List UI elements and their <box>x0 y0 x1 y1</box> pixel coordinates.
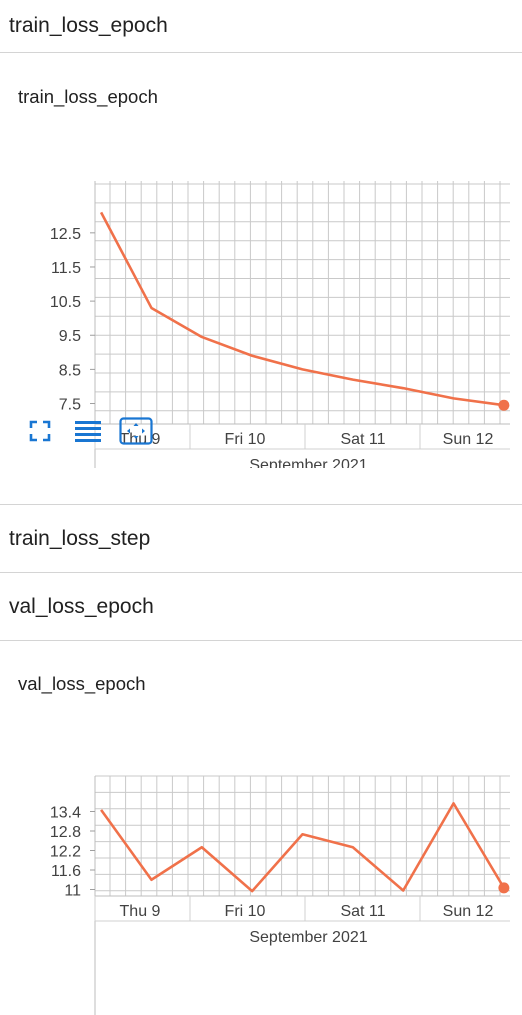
x-axis-label: September 2021 <box>249 457 367 468</box>
y-tick-label: 12.5 <box>50 226 81 243</box>
x-tick-label: Sat 11 <box>340 431 385 448</box>
y-tick-label: 11 <box>64 883 81 900</box>
x-tick-label: Sun 12 <box>443 903 494 920</box>
x-tick-label: Thu 9 <box>120 903 161 920</box>
toggle-log-scale-button[interactable] <box>71 417 105 445</box>
y-tick-label: 13.4 <box>50 805 81 822</box>
section-header-train-loss-step[interactable]: train_loss_step <box>0 505 522 572</box>
toggle-log-scale-icon <box>74 420 102 442</box>
val-loss-epoch-chart[interactable]: 13.4 12.8 12.2 11.6 11 Thu 9 Fri 10 Sat 11 Sun 1… <box>0 710 522 1015</box>
chart-toolbar <box>0 417 167 445</box>
fit-domain-icon <box>119 417 153 445</box>
fit-domain-button[interactable] <box>119 417 153 445</box>
x-tick-label: Fri 10 <box>225 431 266 448</box>
series-line <box>101 212 504 405</box>
chart-title: val_loss_epoch <box>0 673 146 695</box>
grid <box>95 181 510 424</box>
series-line <box>101 803 504 891</box>
y-tick-label: 10.5 <box>50 294 81 311</box>
fullscreen-button[interactable] <box>23 417 57 445</box>
y-tick-label: 12.2 <box>50 844 81 861</box>
y-tick-label: 12.8 <box>50 824 81 841</box>
x-axis-label: September 2021 <box>249 929 367 946</box>
chart-title: train_loss_epoch <box>0 86 158 108</box>
section-title: train_loss_step <box>9 527 150 551</box>
x-tick-label: Sat 11 <box>340 903 385 920</box>
last-data-point <box>498 400 509 411</box>
section-title: train_loss_epoch <box>9 14 168 38</box>
y-tick-label: 11.6 <box>51 863 81 880</box>
last-data-point <box>498 882 509 893</box>
x-tick-label: Fri 10 <box>225 903 266 920</box>
section-header-val-loss-epoch[interactable]: val_loss_epoch <box>0 573 522 640</box>
y-tick-label: 8.5 <box>59 362 81 379</box>
y-tick-label: 7.5 <box>59 397 81 414</box>
section-header-train-loss-epoch[interactable]: train_loss_epoch <box>0 0 522 52</box>
y-tick-label: 11.5 <box>51 260 81 277</box>
y-tick-label: 9.5 <box>59 328 81 345</box>
fullscreen-icon <box>29 420 51 442</box>
x-tick-label: Sun 12 <box>443 431 494 448</box>
section-title: val_loss_epoch <box>9 595 154 619</box>
chart-card-val-loss-epoch: val_loss_epoch 13.4 12.8 12.2 11.6 11 Thu 9 Fr… <box>0 641 522 1013</box>
